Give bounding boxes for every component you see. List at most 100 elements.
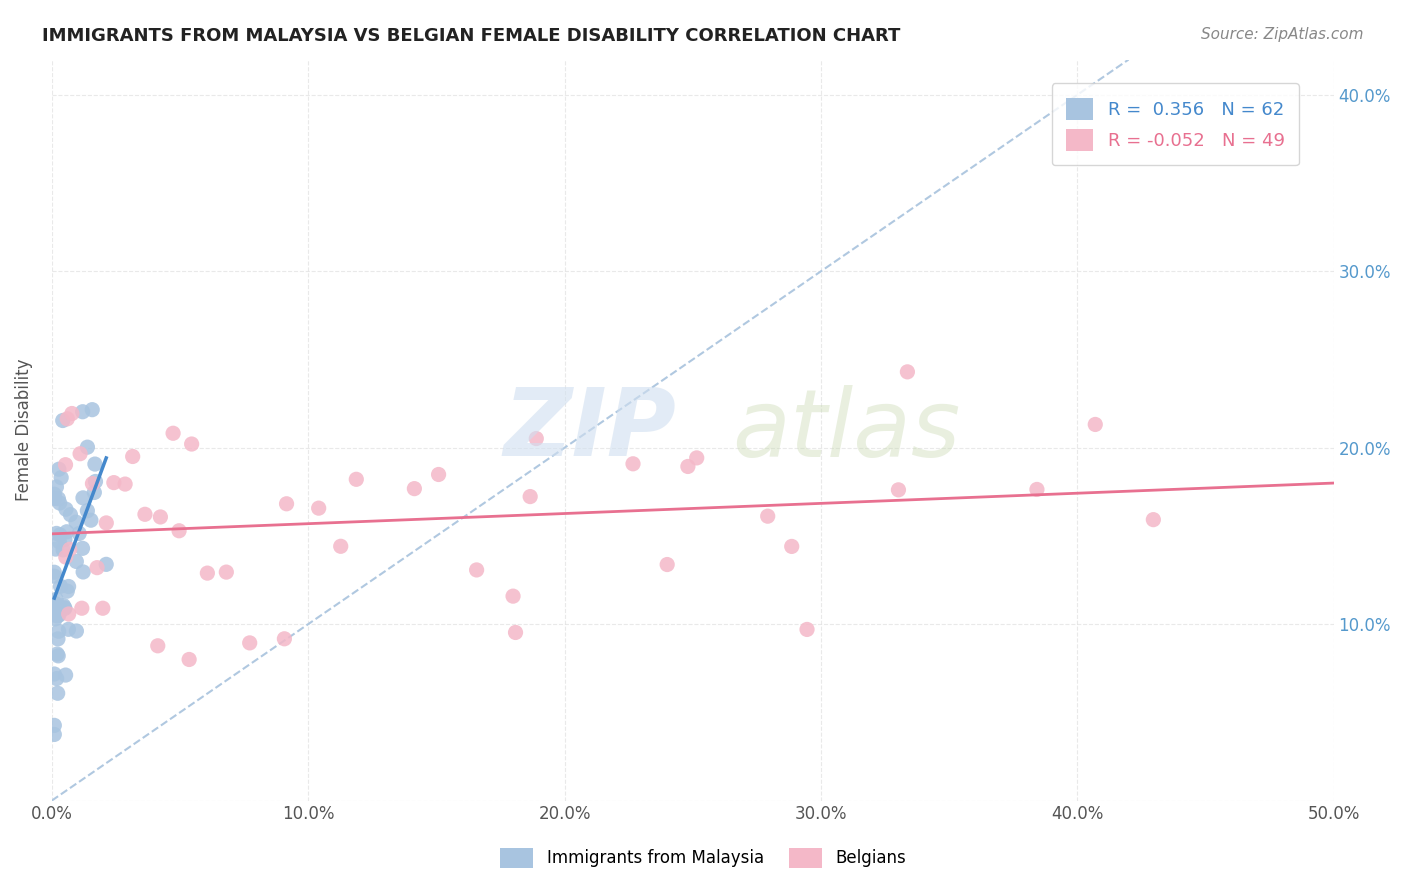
Point [308,501,330,516]
Point [48,496,70,510]
Point [83,485,105,500]
Point [46,647,69,661]
Point [44,667,66,681]
Point [65,554,87,568]
Point [657,558,679,572]
Point [44,727,66,741]
Point [55,524,77,539]
Point [84,457,107,471]
Point [76,504,98,518]
Point [44,599,66,613]
Point [52,542,75,557]
Point [55,502,77,516]
Point [80,513,103,527]
Point [796,623,818,637]
Point [45,526,67,541]
Point [404,482,426,496]
Point [524,432,547,446]
Point [86,560,108,574]
Point [676,459,699,474]
Point [48,534,70,549]
Point [1026,483,1049,497]
Point [53,600,76,615]
Point [49,470,72,484]
Text: atlas: atlas [733,384,960,475]
Text: Source: ZipAtlas.com: Source: ZipAtlas.com [1201,27,1364,42]
Legend: R =  0.356   N = 62, R = -0.052   N = 49: R = 0.356 N = 62, R = -0.052 N = 49 [1052,84,1299,165]
Point [179,652,201,666]
Point [45,542,67,557]
Point [52,599,75,613]
Point [780,540,803,554]
Point [96,558,118,572]
Point [46,608,69,623]
Point [58,580,80,594]
Point [215,565,238,579]
Point [49,528,72,542]
Point [149,510,172,524]
Text: ZIP: ZIP [503,384,676,476]
Point [103,475,125,490]
Point [70,601,93,615]
Point [96,516,118,530]
Point [58,607,80,621]
Point [44,491,66,506]
Y-axis label: Female Disability: Female Disability [15,359,32,501]
Point [53,601,76,615]
Point [45,592,67,607]
Point [505,625,527,640]
Point [344,472,367,486]
Point [45,480,67,494]
Point [59,508,82,522]
Point [180,437,202,451]
Point [82,476,104,491]
Point [46,648,69,663]
Point [45,608,67,623]
Point [1084,417,1107,432]
Point [56,584,79,599]
Point [44,487,66,501]
Point [887,483,910,497]
Point [114,477,136,491]
Point [65,515,87,529]
Point [44,612,66,626]
Point [69,447,91,461]
Point [58,623,80,637]
Point [72,541,94,556]
Point [896,365,918,379]
Point [46,686,69,700]
Point [621,457,644,471]
Point [195,566,218,581]
Point [56,412,79,426]
Point [72,565,94,579]
Point [67,526,90,541]
Point [46,604,69,618]
Point [134,508,156,522]
Point [756,509,779,524]
Point [72,405,94,419]
Point [53,533,76,547]
Point [427,467,450,482]
Point [84,475,107,489]
Point [60,407,83,421]
Point [519,490,541,504]
Point [167,524,190,538]
Point [48,608,70,623]
Point [49,579,72,593]
Point [276,497,298,511]
Point [502,589,524,603]
Text: IMMIGRANTS FROM MALAYSIA VS BELGIAN FEMALE DISABILITY CORRELATION CHART: IMMIGRANTS FROM MALAYSIA VS BELGIAN FEMA… [42,27,901,45]
Point [44,597,66,611]
Point [239,636,262,650]
Point [121,450,143,464]
Point [55,550,77,565]
Point [46,632,69,646]
Point [44,607,66,621]
Point [273,632,295,646]
Point [44,569,66,583]
Point [329,539,352,553]
Point [44,566,66,580]
Point [44,602,66,616]
Point [52,413,75,427]
Point [48,462,70,476]
